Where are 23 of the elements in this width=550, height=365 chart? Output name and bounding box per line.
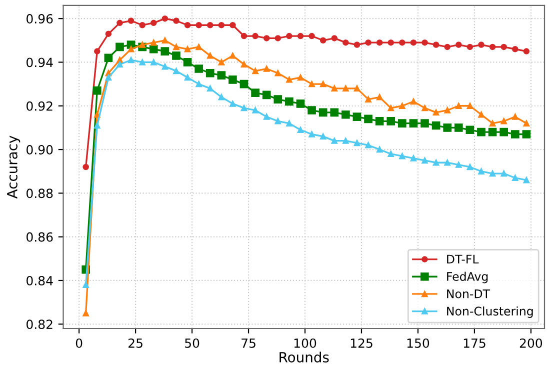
- y-tick-label: 0.94: [26, 58, 53, 68]
- x-tick-label: 50: [185, 338, 200, 348]
- y-tick-label: 0.86: [26, 232, 53, 242]
- y-tick-label: 0.88: [26, 188, 53, 198]
- y-tick-label: 0.84: [26, 276, 53, 286]
- legend-label: Non-DT: [447, 289, 490, 298]
- x-tick-label: 75: [242, 338, 256, 348]
- y-tick-label: 0.92: [26, 101, 52, 111]
- y-tick-label: 0.82: [26, 320, 52, 330]
- x-tick-label: 100: [294, 338, 316, 348]
- y-tick-label: 0.96: [26, 14, 53, 24]
- y-tick-label: 0.90: [26, 145, 53, 154]
- x-tick-label: 0: [76, 338, 82, 348]
- x-tick-label: 150: [407, 338, 430, 348]
- y-axis-title: Accuracy: [7, 136, 20, 199]
- legend-label: DT-FL: [447, 254, 479, 264]
- x-tick-label: 200: [520, 338, 542, 348]
- x-tick-label: 125: [350, 338, 372, 348]
- legend-label: Non-Clustering: [447, 306, 533, 318]
- x-tick-label: 175: [464, 338, 486, 348]
- x-tick-label: 25: [128, 338, 142, 348]
- x-axis-title: Rounds: [280, 352, 329, 362]
- legend-label: FedAvg: [447, 272, 488, 284]
